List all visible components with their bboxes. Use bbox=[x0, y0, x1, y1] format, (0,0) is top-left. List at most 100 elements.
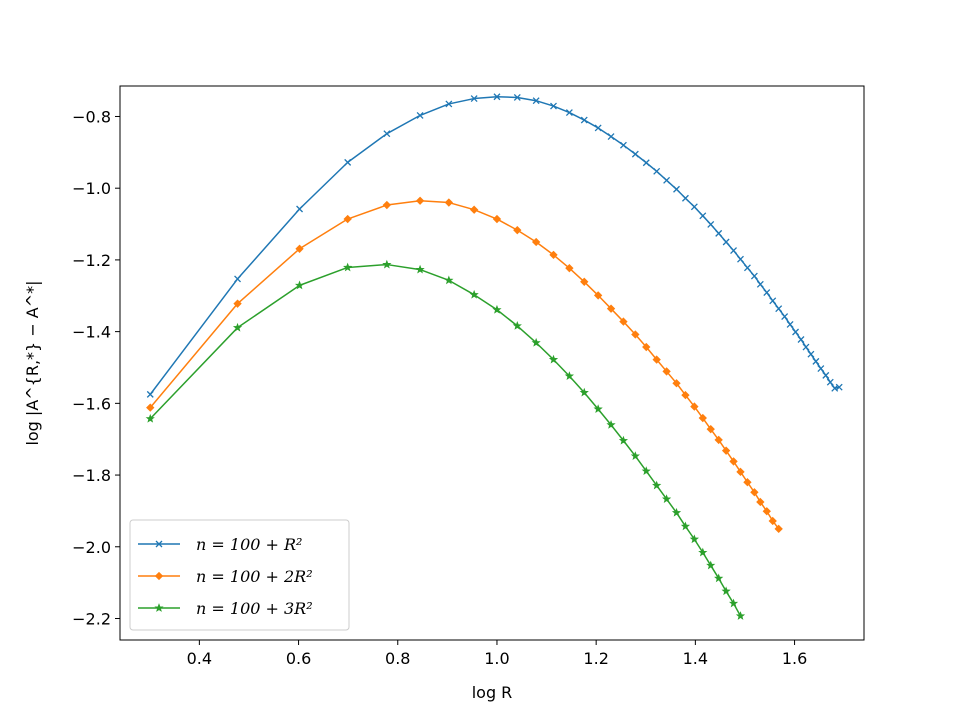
data-point bbox=[343, 214, 352, 224]
x-tick-label: 0.4 bbox=[187, 649, 212, 668]
data-point bbox=[750, 488, 759, 497]
data-point bbox=[736, 467, 745, 476]
data-point bbox=[579, 387, 589, 397]
data-point bbox=[802, 343, 810, 351]
data-point bbox=[493, 93, 501, 101]
series-2 bbox=[146, 196, 783, 534]
data-point bbox=[594, 124, 602, 132]
data-point bbox=[768, 516, 777, 526]
data-point bbox=[145, 413, 155, 423]
data-point bbox=[531, 337, 541, 347]
data-point bbox=[730, 247, 738, 255]
y-tick-label: −1.0 bbox=[72, 179, 111, 198]
data-point bbox=[513, 225, 522, 235]
data-point bbox=[415, 264, 425, 274]
data-point bbox=[642, 159, 650, 167]
data-point bbox=[619, 141, 627, 149]
y-tick-label: −2.0 bbox=[72, 538, 111, 557]
y-tick-label: −2.2 bbox=[72, 609, 111, 628]
data-point bbox=[382, 259, 392, 269]
data-point bbox=[756, 280, 764, 288]
legend-label: n = 100 + 2R² bbox=[196, 567, 313, 586]
data-point bbox=[296, 205, 304, 213]
data-point bbox=[642, 342, 651, 352]
data-point bbox=[792, 328, 800, 336]
data-point bbox=[606, 420, 616, 429]
data-point bbox=[548, 354, 559, 364]
y-tick-label: −1.8 bbox=[72, 466, 111, 485]
data-point bbox=[234, 275, 242, 283]
x-tick-label: 1.4 bbox=[683, 649, 708, 668]
plot-series bbox=[145, 93, 843, 620]
data-point bbox=[743, 264, 751, 272]
data-point bbox=[593, 404, 603, 413]
data-point bbox=[743, 478, 752, 487]
y-tick-label: −1.2 bbox=[72, 251, 111, 270]
data-point bbox=[653, 167, 661, 175]
data-point bbox=[714, 435, 723, 445]
data-point bbox=[822, 371, 830, 379]
data-point bbox=[707, 220, 715, 228]
data-point bbox=[812, 357, 820, 365]
data-point bbox=[786, 320, 794, 328]
data-point bbox=[416, 111, 424, 119]
data-point bbox=[146, 403, 155, 412]
data-point bbox=[641, 466, 651, 476]
data-point bbox=[663, 176, 671, 184]
data-point bbox=[762, 507, 771, 516]
data-point bbox=[294, 280, 305, 290]
data-point bbox=[445, 100, 453, 108]
data-point bbox=[444, 275, 454, 285]
y-axis: −2.2 −2.0 −1.8 −1.6 −1.4 −1.2 −1.0 −0.8 bbox=[72, 107, 120, 628]
data-point bbox=[295, 244, 304, 253]
data-point bbox=[681, 390, 690, 400]
legend-entry: n = 100 + R² bbox=[138, 535, 302, 554]
data-point bbox=[531, 237, 541, 247]
data-point bbox=[699, 212, 707, 220]
data-point bbox=[652, 480, 662, 490]
data-point bbox=[807, 350, 815, 358]
legend-label: n = 100 + 3R² bbox=[196, 599, 313, 618]
data-point bbox=[698, 547, 708, 557]
data-point bbox=[606, 304, 616, 313]
data-point bbox=[769, 297, 777, 305]
data-point bbox=[681, 194, 689, 202]
data-point bbox=[492, 304, 502, 314]
data-point bbox=[722, 238, 730, 246]
data-point bbox=[698, 413, 707, 423]
data-point bbox=[564, 371, 574, 381]
data-point bbox=[735, 611, 746, 620]
data-point bbox=[721, 586, 731, 596]
data-point bbox=[661, 494, 672, 504]
x-tick-label: 0.8 bbox=[385, 649, 410, 668]
data-point bbox=[618, 435, 629, 445]
data-point bbox=[631, 150, 639, 158]
data-point bbox=[512, 321, 522, 330]
data-point bbox=[729, 457, 738, 466]
data-point bbox=[728, 598, 739, 608]
x-tick-label: 0.6 bbox=[286, 649, 311, 668]
y-tick-label: −0.8 bbox=[72, 107, 111, 126]
data-point bbox=[690, 203, 698, 211]
legend-entry: n = 100 + 2R² bbox=[138, 567, 313, 586]
legend-marker bbox=[155, 540, 163, 548]
legend: n = 100 + R² n = 100 + 2R² n = 100 + 3R² bbox=[129, 519, 350, 631]
data-point bbox=[382, 200, 392, 210]
legend-marker bbox=[154, 603, 164, 612]
data-point bbox=[631, 330, 640, 339]
y-tick-label: −1.6 bbox=[72, 394, 111, 413]
x-axis: 0.4 0.6 0.8 1.0 1.2 1.4 1.6 bbox=[187, 640, 807, 668]
legend-marker bbox=[154, 571, 164, 581]
data-point bbox=[565, 263, 574, 273]
x-tick-label: 1.0 bbox=[484, 649, 509, 668]
data-point bbox=[532, 97, 540, 105]
legend-box bbox=[129, 519, 350, 631]
data-point bbox=[415, 196, 425, 205]
data-point bbox=[737, 255, 744, 263]
data-point bbox=[721, 446, 731, 455]
x-tick-label: 1.6 bbox=[782, 649, 807, 668]
data-point bbox=[344, 158, 352, 166]
data-point bbox=[672, 379, 681, 388]
data-point bbox=[673, 185, 680, 193]
